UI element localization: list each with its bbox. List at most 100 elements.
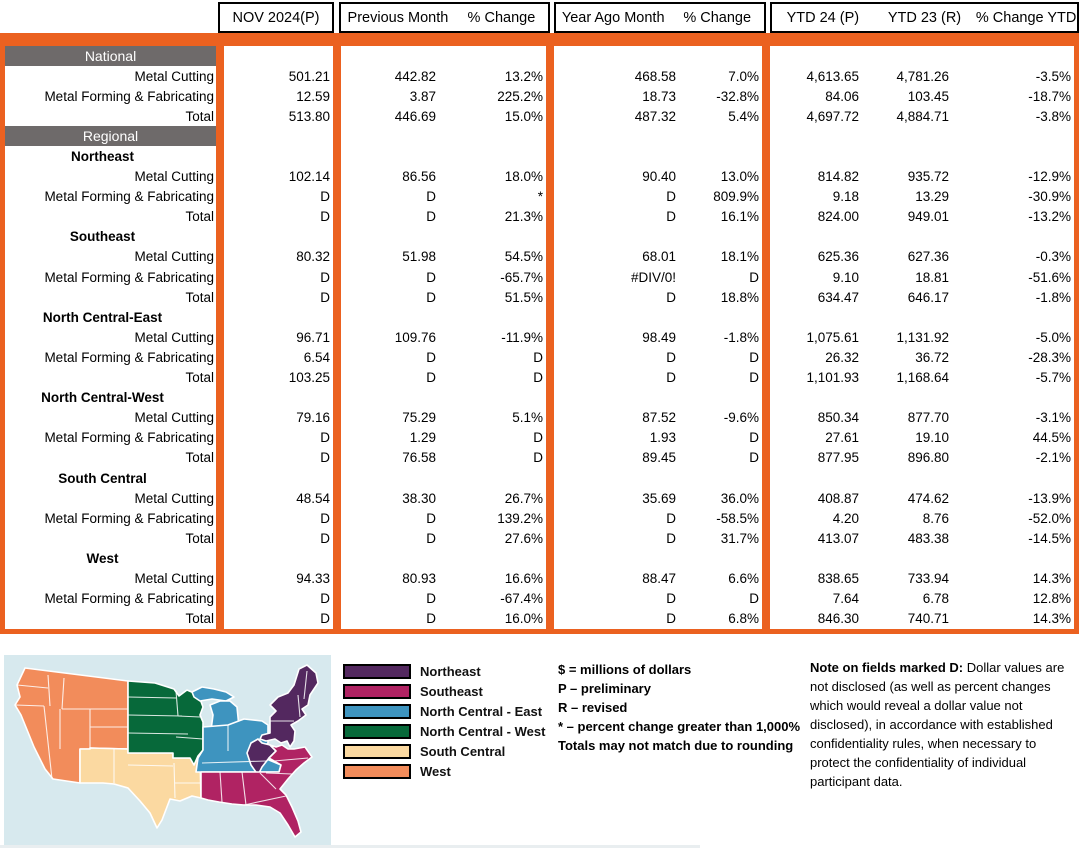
value-year-ago-month: 1.93	[649, 430, 676, 446]
value-ytd-23: 896.80	[907, 450, 949, 466]
value-ytd-24: 27.61	[825, 430, 859, 446]
value-pct-change-ytd: -3.8%	[1035, 108, 1071, 124]
value-pct-change-ytd: -0.3%	[1035, 249, 1071, 265]
region-label: South Central	[58, 470, 147, 486]
value-pct-change-month: *	[537, 189, 543, 205]
value-pct-change-year: 5.4%	[728, 108, 759, 124]
value-ytd-24: 1,101.93	[806, 370, 859, 386]
value-nov-2024: 513.80	[288, 108, 330, 124]
value-nov-2024: D	[320, 450, 330, 466]
orange-column-divider	[216, 387, 224, 408]
footnote-line: * – percent change greater than 1,000%	[558, 719, 801, 734]
value-nov-2024: D	[320, 430, 330, 446]
value-ytd-23: 483.38	[907, 530, 949, 546]
map-region-southeast	[200, 744, 313, 838]
orange-column-divider	[762, 608, 770, 629]
orange-column-divider	[216, 267, 224, 288]
table-row: Metal Cutting 79.16 75.29 5.1% 87.52 -9.6% 850…	[5, 407, 1074, 428]
value-ytd-24: 7.64	[832, 591, 859, 607]
value-year-ago-month: D	[666, 289, 676, 305]
orange-column-divider	[546, 588, 554, 609]
legend-swatch	[343, 683, 411, 699]
orange-column-divider	[762, 86, 770, 107]
orange-column-divider	[333, 347, 341, 368]
state-border-lines	[14, 670, 309, 806]
legend-swatch	[343, 663, 411, 679]
value-pct-change-year: -58.5%	[716, 510, 759, 526]
orange-column-divider	[333, 106, 341, 127]
orange-column-divider	[216, 287, 224, 308]
value-year-ago-month: #DIV/0!	[630, 269, 676, 285]
value-nov-2024: D	[320, 611, 330, 627]
footnote-line: Totals may not match due to rounding	[558, 738, 794, 753]
value-pct-change-ytd: -52.0%	[1028, 510, 1071, 526]
value-pct-change-ytd: -1.8%	[1035, 289, 1071, 305]
orange-column-divider	[762, 548, 770, 569]
orange-column-divider	[762, 186, 770, 207]
column-header: % Change	[683, 9, 752, 26]
orange-column-divider	[216, 467, 224, 489]
row-label: Metal Forming & Fabricating	[44, 88, 214, 104]
orange-column-divider	[216, 407, 224, 428]
value-previous-month: D	[426, 349, 436, 365]
orange-column-divider	[333, 267, 341, 288]
region-label: North Central-East	[42, 309, 163, 325]
value-nov-2024: D	[320, 189, 330, 205]
value-previous-month: D	[426, 269, 436, 285]
orange-column-divider	[333, 166, 341, 187]
orange-column-divider	[762, 528, 770, 549]
orange-column-divider	[546, 206, 554, 227]
value-ytd-23: 36.72	[915, 349, 949, 365]
value-nov-2024: D	[320, 209, 330, 225]
legend-swatch	[343, 723, 411, 739]
region-header-row: North Central-East	[5, 307, 1074, 328]
footnote-line: $ = millions of dollars	[558, 662, 692, 677]
orange-column-divider	[216, 427, 224, 448]
value-pct-change-ytd: -51.6%	[1028, 269, 1071, 285]
value-nov-2024: D	[320, 510, 330, 526]
table-row: Total 103.25 D D D D 1,101.93 1,168.64 -5.7%	[5, 367, 1074, 388]
orange-column-divider	[546, 548, 554, 569]
orange-column-divider	[762, 287, 770, 308]
orange-column-divider	[216, 246, 224, 268]
value-ytd-24: 9.18	[832, 189, 859, 205]
value-pct-change-month: 51.5%	[504, 289, 543, 305]
orange-column-divider	[546, 86, 554, 107]
table-row: Metal Forming & Fabricating 6.54 D D D D 26.32…	[5, 347, 1074, 368]
value-pct-change-ytd: -14.5%	[1028, 530, 1071, 546]
value-pct-change-month: -67.4%	[500, 591, 543, 607]
value-pct-change-month: 13.2%	[504, 68, 543, 84]
orange-column-divider	[546, 287, 554, 308]
value-nov-2024: 6.54	[303, 349, 330, 365]
value-previous-month: D	[426, 530, 436, 546]
value-previous-month: 442.82	[394, 68, 436, 84]
orange-column-divider	[333, 508, 341, 529]
orange-column-divider	[762, 447, 770, 468]
orange-column-divider	[762, 166, 770, 187]
orange-column-divider	[333, 86, 341, 107]
region-label: Northeast	[70, 149, 134, 165]
orange-column-divider	[762, 267, 770, 288]
orange-column-divider	[546, 246, 554, 268]
value-previous-month: 1.29	[409, 430, 436, 446]
value-ytd-24: 4.20	[832, 510, 859, 526]
value-ytd-23: 103.45	[907, 88, 949, 104]
row-label: Metal Forming & Fabricating	[44, 349, 214, 365]
orange-column-divider	[333, 186, 341, 207]
header-group-current-month: NOV 2024(P)	[218, 2, 334, 33]
row-label: Metal Forming & Fabricating	[44, 510, 214, 526]
row-label: Metal Cutting	[134, 410, 214, 426]
value-pct-change-year: 6.6%	[728, 570, 759, 586]
orange-column-divider	[216, 327, 224, 348]
value-year-ago-month: D	[666, 530, 676, 546]
value-ytd-23: 1,168.64	[896, 370, 949, 386]
row-label: Metal Forming & Fabricating	[44, 591, 214, 607]
value-ytd-24: 846.30	[817, 611, 859, 627]
value-ytd-23: 877.70	[907, 410, 949, 426]
table-row: Metal Cutting 94.33 80.93 16.6% 88.47 6.6% 838…	[5, 568, 1074, 589]
orange-column-divider	[333, 327, 341, 348]
region-label: Southeast	[69, 229, 136, 245]
value-previous-month: D	[426, 510, 436, 526]
legend-label: North Central - West	[420, 723, 546, 739]
orange-column-divider	[333, 146, 341, 167]
